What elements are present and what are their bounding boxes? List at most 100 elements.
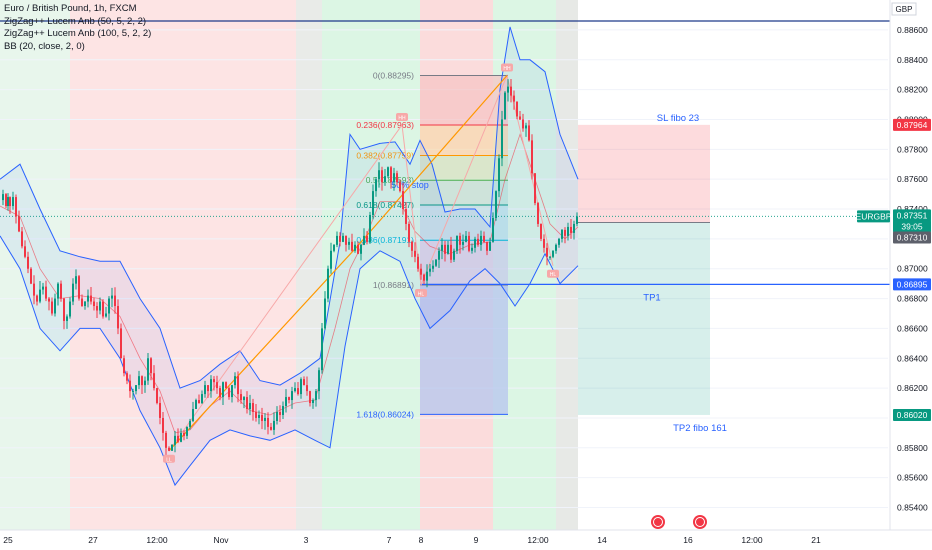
candle [258, 414, 260, 418]
countdown-label: 39:05 [901, 221, 923, 231]
candle [531, 140, 533, 174]
candle [69, 301, 71, 317]
candle [576, 216, 578, 224]
candle [291, 391, 293, 401]
candle [231, 385, 233, 398]
candles-group [2, 79, 578, 456]
candle [210, 379, 212, 392]
candle [297, 388, 299, 395]
indicator-bollinger[interactable]: BB (20, close, 2, 0) [4, 40, 85, 52]
zigzag-marker [547, 269, 559, 278]
fib-level-label: 0.618(0.87427) [356, 200, 414, 210]
candle [102, 301, 104, 317]
candle [207, 385, 209, 392]
candle [561, 229, 563, 239]
candle [45, 286, 47, 299]
candle [15, 197, 17, 217]
candle [72, 283, 74, 302]
candle [336, 235, 338, 245]
zigzag-marker-label: HH [503, 66, 511, 72]
candle [492, 217, 494, 242]
price-tick-label: 0.87400 [897, 204, 928, 214]
tp2-price-label: 0.86020 [897, 410, 928, 420]
candle [363, 235, 365, 245]
candle [465, 235, 467, 242]
candle [75, 276, 77, 284]
fib-stop-label: 50% stop [391, 180, 429, 190]
symbol-title[interactable]: Euro / British Pound, 1h, FXCM [4, 3, 137, 14]
price-tick-label: 0.87000 [897, 264, 928, 274]
fib-level-label: 1(0.86891) [373, 280, 414, 290]
fib-zone [420, 124, 508, 156]
stop-price-label: 0.87964 [897, 120, 928, 130]
candle [2, 194, 4, 201]
time-tick-label: 25 [3, 535, 13, 545]
candle [201, 394, 203, 404]
candle [234, 376, 236, 386]
candle [342, 235, 344, 242]
indicator-zigzag-100[interactable]: ZigZag++ Lucem Anb (100, 5, 2, 2) [4, 28, 152, 39]
indicator-zigzag-50[interactable]: ZigZag++ Lucem Anb (50, 5, 2, 2) [4, 15, 147, 27]
time-tick-label: 14 [597, 535, 607, 545]
candle [495, 191, 497, 218]
candle [339, 235, 341, 242]
candle [426, 271, 428, 281]
time-tick-label: 12:00 [146, 535, 168, 545]
candle [105, 313, 107, 317]
candle [381, 170, 383, 183]
candle [510, 86, 512, 96]
candle [384, 176, 386, 183]
candle [141, 376, 143, 386]
candle [351, 241, 353, 251]
candle [558, 238, 560, 245]
candle [87, 295, 89, 302]
zigzag-marker [415, 288, 427, 297]
zigzag-marker-label: LL [166, 457, 172, 463]
symbol-label: EURGBP [856, 211, 892, 221]
candle [48, 298, 50, 302]
zigzag-marker-label: HL [550, 272, 557, 278]
candle [435, 259, 437, 266]
zigzag-marker [501, 63, 513, 72]
candle [174, 435, 176, 445]
price-tick-label: 0.86400 [897, 353, 928, 363]
candle [408, 223, 410, 242]
economic-event-icon [653, 517, 663, 527]
zigzag-short-line [168, 73, 554, 452]
time-tick-label: Nov [213, 535, 229, 545]
price-tick-label: 0.87600 [897, 174, 928, 184]
candle [549, 256, 551, 258]
candle [276, 411, 278, 421]
tp2-label: TP2 fibo 161 [673, 423, 727, 434]
bollinger-fill [0, 26, 578, 486]
candle [222, 382, 224, 398]
candle [213, 379, 215, 383]
candle [288, 397, 290, 401]
zigzag-marker-label: HH [398, 115, 406, 121]
time-tick-label: 21 [811, 535, 821, 545]
currency-label[interactable]: GBP [896, 5, 913, 14]
candle [546, 247, 548, 257]
price-axis [891, 0, 932, 530]
candle [486, 241, 488, 251]
candle [318, 370, 320, 392]
fib-level-label: 0.236(0.87963) [356, 120, 414, 130]
candle [123, 358, 125, 374]
candle [255, 411, 257, 418]
candle [114, 295, 116, 307]
candle [462, 241, 464, 245]
price-tick-label: 0.87800 [897, 144, 928, 154]
candle [279, 411, 281, 415]
candle [198, 400, 200, 404]
candle [78, 276, 80, 299]
candle [246, 397, 248, 410]
candle [333, 244, 335, 251]
fib-level-label: 0.5(0.87593) [366, 175, 414, 185]
candle [120, 328, 122, 359]
time-tick-label: 7 [387, 535, 392, 545]
price-tick-label: 0.85800 [897, 443, 928, 453]
candle [519, 116, 521, 120]
currency-badge[interactable] [891, 2, 917, 16]
